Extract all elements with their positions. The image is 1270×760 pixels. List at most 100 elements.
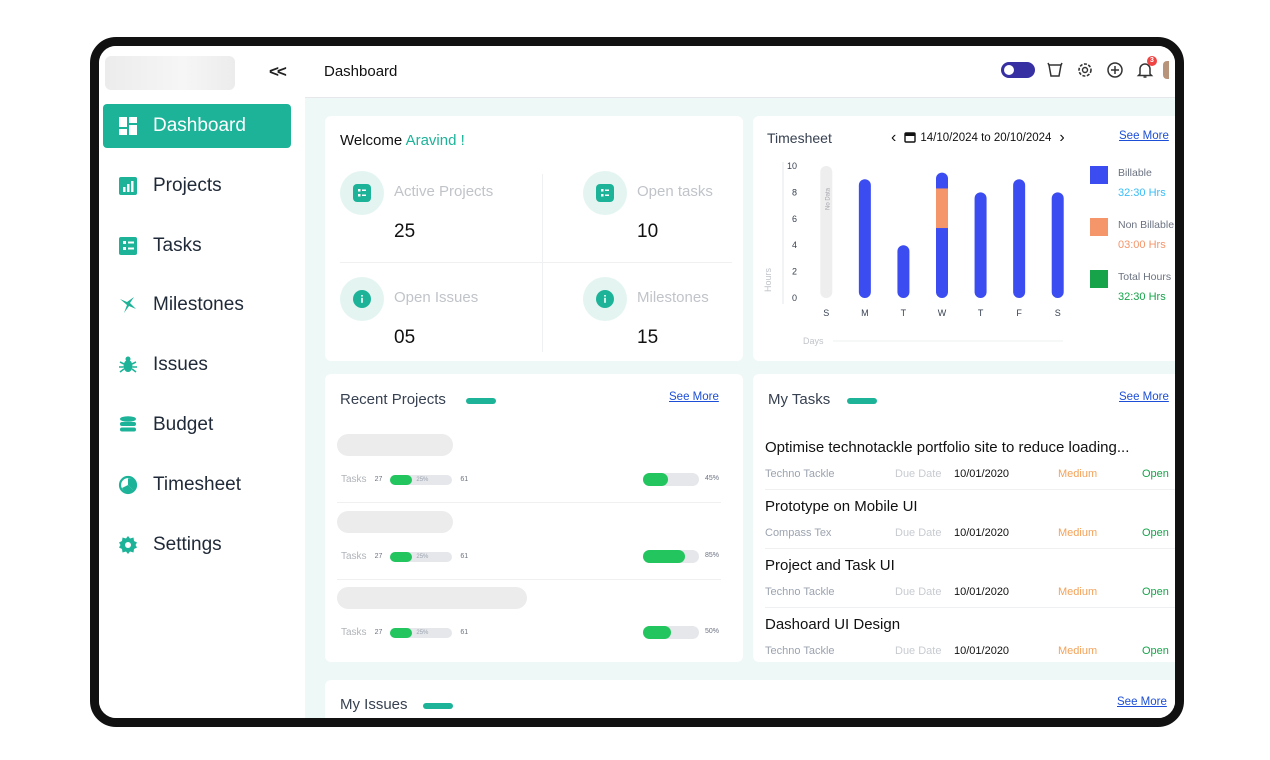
sidebar-item-milestones[interactable]: Milestones xyxy=(103,283,291,327)
project-progress-bar xyxy=(643,626,699,639)
x-tick-label: T xyxy=(978,308,984,318)
x-axis-label: Days xyxy=(803,336,824,346)
sidebar-item-label: Timesheet xyxy=(153,473,241,495)
tasks-mini-bar: 25% xyxy=(390,551,453,562)
tasks-label: Tasks xyxy=(341,474,367,485)
my-tasks-see-more-link[interactable]: See More xyxy=(1119,391,1169,403)
stat-open-issues[interactable]: Open Issues 05 xyxy=(340,277,530,357)
sidebar-item-tasks[interactable]: Tasks xyxy=(103,224,291,268)
stat-value: 10 xyxy=(637,221,659,242)
x-tick-label: T xyxy=(901,308,907,318)
avatar[interactable] xyxy=(1163,61,1169,79)
mini-bar-pct: 25% xyxy=(416,553,429,560)
device-frame: << Dashboard Projects Tasks xyxy=(90,37,1184,727)
project-row[interactable]: Tasks 27 25% 61 50% xyxy=(325,587,743,663)
next-week-button[interactable]: › xyxy=(1059,129,1065,146)
status-badge: Open xyxy=(1142,586,1169,598)
project-progress-bar xyxy=(643,550,699,563)
prev-week-button[interactable]: ‹ xyxy=(891,129,897,146)
project-row[interactable]: Tasks 27 25% 61 45% xyxy=(325,434,743,510)
section-title: My Issues xyxy=(340,696,408,713)
recent-projects-see-more-link[interactable]: See More xyxy=(669,391,719,403)
top-icons: 3 xyxy=(1001,56,1169,80)
sidebar-item-label: Budget xyxy=(153,413,214,435)
stat-label: Milestones xyxy=(637,289,709,306)
sidebar-item-settings[interactable]: Settings xyxy=(103,523,291,567)
stat-icon-circle xyxy=(340,277,384,321)
sidebar-item-label: Dashboard xyxy=(153,115,246,136)
sidebar-item-dashboard[interactable]: Dashboard xyxy=(103,104,291,148)
stat-value: 15 xyxy=(637,327,659,348)
status-badge: Open xyxy=(1142,468,1169,480)
task-row[interactable]: Optimise technotackle portfolio site to … xyxy=(765,439,1175,497)
welcome-heading: Welcome Aravind ! xyxy=(340,132,465,149)
sidebar-item-label: Milestones xyxy=(153,294,244,316)
my-tasks-card: My Tasks See More Optimise technotackle … xyxy=(753,374,1175,662)
sidebar-item-budget[interactable]: Budget xyxy=(103,403,291,447)
plus-circle-icon[interactable] xyxy=(1105,60,1125,80)
progress-fill xyxy=(643,626,671,639)
stat-active-projects[interactable]: Active Projects 25 xyxy=(340,171,530,251)
collapse-sidebar-button[interactable]: << xyxy=(269,62,287,81)
bar-billable xyxy=(897,245,910,298)
divider xyxy=(340,262,732,263)
stat-icon-circle xyxy=(583,277,627,321)
tasks-done: 27 xyxy=(374,476,383,483)
project-task-meta: Tasks 27 25% 61 xyxy=(341,627,468,638)
task-client: Compass Tex xyxy=(765,527,832,539)
sidebar-item-label: Settings xyxy=(153,533,222,555)
tasks-icon xyxy=(117,235,139,257)
sidebar-item-projects[interactable]: Projects xyxy=(103,164,291,208)
tasks-total: 61 xyxy=(460,553,469,560)
x-tick-label: M xyxy=(861,308,869,318)
welcome-card: Welcome Aravind ! Active Projects 25 xyxy=(325,116,743,361)
mini-bar-pct: 25% xyxy=(416,476,429,483)
stat-milestones[interactable]: Milestones 15 xyxy=(583,277,773,357)
gear-icon[interactable] xyxy=(1075,60,1095,80)
timesheet-card: Timesheet ‹ 14/10/2024 to 20/10/2024 › S… xyxy=(753,116,1175,361)
legend-label: Billable xyxy=(1118,167,1152,179)
bell-icon[interactable]: 3 xyxy=(1135,56,1157,80)
section-title: Recent Projects xyxy=(340,391,446,408)
timesheet-see-more-link[interactable]: See More xyxy=(1119,130,1169,142)
my-issues-see-more-link[interactable]: See More xyxy=(1117,696,1167,708)
milestones-icon xyxy=(117,294,139,316)
info-icon xyxy=(596,290,614,308)
due-date-value: 10/01/2020 xyxy=(954,645,1010,657)
project-name-placeholder xyxy=(337,587,527,609)
legend-value: 32:30 Hrs xyxy=(1118,187,1166,199)
stat-open-tasks[interactable]: Open tasks 10 xyxy=(583,171,773,251)
task-meta: Techno Tackle Due Date 10/01/2020 Medium… xyxy=(765,645,1175,659)
task-meta: Compass Tex Due Date 10/01/2020 Medium O… xyxy=(765,527,1175,541)
tasks-label: Tasks xyxy=(341,551,367,562)
theme-toggle[interactable] xyxy=(1001,62,1035,78)
mini-bar-pct: 25% xyxy=(416,629,429,636)
stat-value: 25 xyxy=(394,221,416,242)
stat-label: Open Issues xyxy=(394,289,479,306)
legend-label: Non Billable xyxy=(1118,219,1175,231)
issues-icon xyxy=(117,354,139,376)
task-row[interactable]: Prototype on Mobile UI Compass Tex Due D… xyxy=(765,498,1175,556)
project-task-meta: Tasks 27 25% 61 xyxy=(341,551,468,562)
budget-icon xyxy=(117,414,139,436)
due-date-label: Due Date xyxy=(895,586,942,598)
sidebar-item-issues[interactable]: Issues xyxy=(103,343,291,387)
project-name-placeholder xyxy=(337,511,453,533)
projects-icon xyxy=(117,175,139,197)
sidebar-item-timesheet[interactable]: Timesheet xyxy=(103,463,291,507)
due-date-value: 10/01/2020 xyxy=(954,468,1010,480)
task-title: Optimise technotackle portfolio site to … xyxy=(765,439,1130,456)
timesheet-icon xyxy=(117,474,139,496)
cup-icon[interactable] xyxy=(1045,60,1065,80)
mini-bar-fill xyxy=(390,627,413,638)
task-row[interactable]: Project and Task UI Techno Tackle Due Da… xyxy=(765,557,1175,615)
main-content: Dashboard 3 xyxy=(305,46,1175,718)
legend-item-billable: Billable 32:30 Hrs xyxy=(1090,166,1175,218)
tasks-total: 61 xyxy=(460,629,469,636)
notification-badge: 3 xyxy=(1147,56,1157,66)
progress-percent: 50% xyxy=(705,628,720,635)
progress-fill xyxy=(643,473,669,486)
date-range-picker: ‹ 14/10/2024 to 20/10/2024 › xyxy=(887,129,1069,147)
project-row[interactable]: Tasks 27 25% 61 85% xyxy=(325,511,743,587)
task-row[interactable]: Dashoard UI Design Techno Tackle Due Dat… xyxy=(765,616,1175,674)
